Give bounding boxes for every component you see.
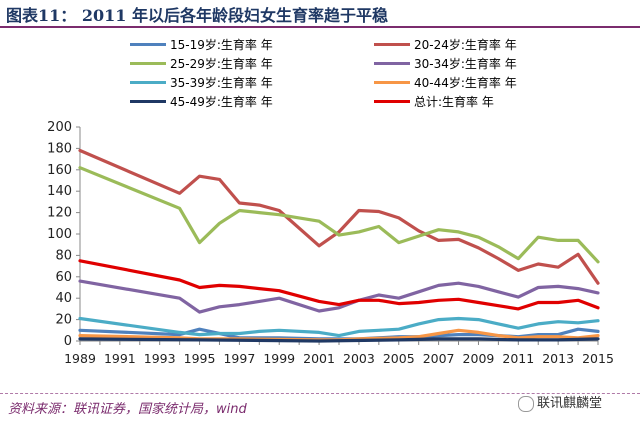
series-line-2 bbox=[78, 148, 600, 285]
legend-item: 20-24岁:生育率 年 bbox=[374, 36, 517, 52]
legend-swatch bbox=[374, 62, 410, 65]
page-title: 图表11： 2011 年以后各年龄段妇女生育率趋于平稳 bbox=[6, 6, 388, 25]
legend-swatch bbox=[374, 100, 410, 103]
title-bar: 图表11： 2011 年以后各年龄段妇女生育率趋于平稳 bbox=[0, 0, 640, 26]
watermark-text: 联讯麒麟堂 bbox=[537, 396, 603, 411]
legend-item: 30-34岁:生育率 年 bbox=[374, 55, 517, 71]
y-tick-label: 40 bbox=[55, 291, 72, 306]
x-tick-label: 1997 bbox=[223, 351, 255, 366]
legend-swatch bbox=[130, 81, 166, 84]
legend-swatch bbox=[374, 81, 410, 84]
legend-item: 45-49岁:生育率 年 bbox=[130, 93, 273, 109]
series-line-4 bbox=[78, 279, 600, 314]
series-line-3 bbox=[78, 166, 600, 264]
series-line-5 bbox=[78, 316, 600, 338]
series-line-8 bbox=[78, 259, 600, 311]
legend-swatch bbox=[130, 100, 166, 103]
legend-label: 20-24岁:生育率 年 bbox=[414, 38, 517, 52]
legend-label: 25-29岁:生育率 年 bbox=[170, 57, 273, 71]
source-note: 资料来源：联讯证券，国家统计局，wind bbox=[8, 402, 247, 417]
legend-item: 40-44岁:生育率 年 bbox=[374, 74, 517, 90]
legend-swatch bbox=[130, 62, 166, 65]
line-chart: 0 20 40 60 80 100 120 140 160 180 200 1989 1991 1993 1… bbox=[47, 120, 614, 366]
legend-swatch bbox=[374, 43, 410, 46]
source-divider bbox=[0, 393, 640, 395]
title-divider bbox=[0, 26, 640, 28]
legend-swatch bbox=[130, 43, 166, 46]
y-tick-label: 140 bbox=[47, 184, 72, 199]
x-tick-label: 1989 bbox=[64, 351, 96, 366]
legend-label: 35-39岁:生育率 年 bbox=[170, 76, 273, 90]
x-tick-label: 2013 bbox=[542, 351, 574, 366]
y-tick-label: 120 bbox=[47, 206, 72, 221]
watermark: 联讯麒麟堂 bbox=[518, 392, 602, 412]
y-tick-label: 80 bbox=[55, 248, 72, 263]
x-tick-label: 2011 bbox=[502, 351, 534, 366]
legend-label: 40-44岁:生育率 年 bbox=[414, 76, 517, 90]
wechat-icon bbox=[518, 395, 534, 412]
y-tick-label: 160 bbox=[47, 163, 72, 178]
legend-label: 45-49岁:生育率 年 bbox=[170, 95, 273, 109]
y-tick-label: 180 bbox=[47, 141, 72, 156]
x-tick-label: 2007 bbox=[423, 351, 455, 366]
x-tick-label: 2001 bbox=[303, 351, 335, 366]
y-tick-label: 200 bbox=[47, 120, 72, 135]
x-tick-label: 2005 bbox=[383, 351, 415, 366]
x-tick-label: 1999 bbox=[263, 351, 295, 366]
x-tick-label: 1991 bbox=[104, 351, 136, 366]
x-tick-label: 2009 bbox=[463, 351, 495, 366]
legend-item: 15-19岁:生育率 年 bbox=[130, 36, 273, 52]
legend-label: 30-34岁:生育率 年 bbox=[414, 57, 517, 71]
y-tick-label: 100 bbox=[47, 227, 72, 242]
x-tick-label: 1993 bbox=[144, 351, 176, 366]
legend-item: 总计:生育率 年 bbox=[374, 93, 494, 109]
x-tick-label: 2003 bbox=[343, 351, 375, 366]
legend-label: 15-19岁:生育率 年 bbox=[170, 38, 273, 52]
legend-item: 35-39岁:生育率 年 bbox=[130, 74, 273, 90]
chart-legend: 15-19岁:生育率 年 20-24岁:生育率 年 25-29岁:生育率 年 30-3… bbox=[130, 36, 630, 116]
y-tick-label: 0 bbox=[64, 334, 72, 349]
legend-item: 25-29岁:生育率 年 bbox=[130, 55, 273, 71]
y-tick-label: 20 bbox=[55, 313, 72, 328]
legend-label: 总计:生育率 年 bbox=[414, 95, 494, 109]
x-tick-label: 2015 bbox=[582, 351, 614, 366]
x-tick-label: 1995 bbox=[184, 351, 216, 366]
y-tick-label: 60 bbox=[55, 270, 72, 285]
series-line-7 bbox=[78, 337, 600, 343]
